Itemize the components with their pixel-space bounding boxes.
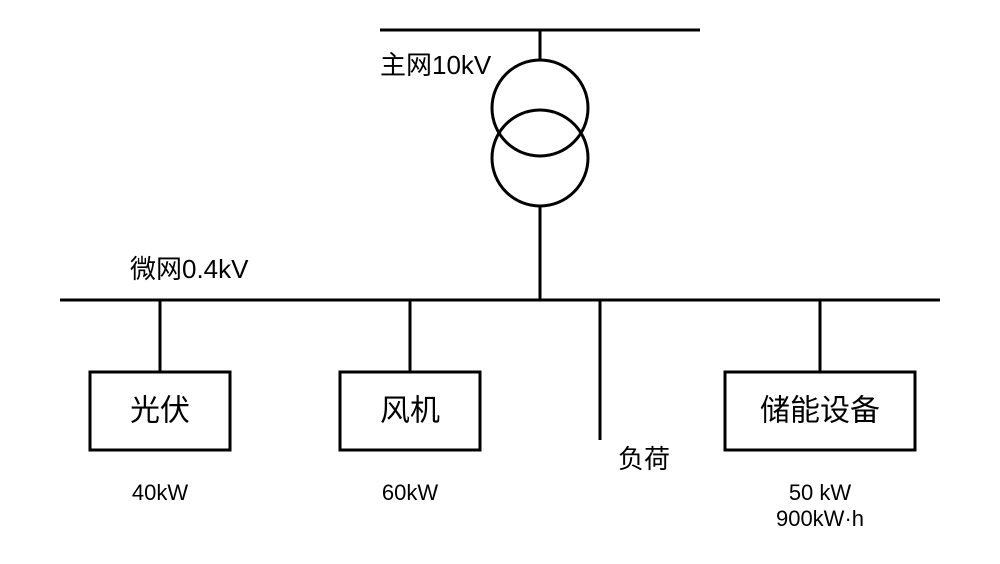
node-label-storage: 储能设备 [760,395,880,428]
node-label-pv: 光伏 [130,395,190,428]
transformer-secondary-winding-icon [492,110,588,206]
node-rating-storage-1: 900kW·h [776,506,864,531]
micro-grid-label: 微网0.4kV [130,254,249,284]
transformer-primary-winding-icon [492,60,588,156]
main-grid-label: 主网10kV [380,50,492,80]
node-rating-wind-0: 60kW [382,480,438,505]
node-rating-pv-0: 40kW [132,480,188,505]
node-label-wind: 风机 [380,395,440,428]
microgrid-single-line-diagram: 主网10kV 微网0.4kV 光伏 40kW 风机 60kW 负荷 储能设备 50 kW900k… [0,0,1000,564]
node-label-load: 负荷 [618,444,670,474]
node-rating-storage-0: 50 kW [789,480,852,505]
